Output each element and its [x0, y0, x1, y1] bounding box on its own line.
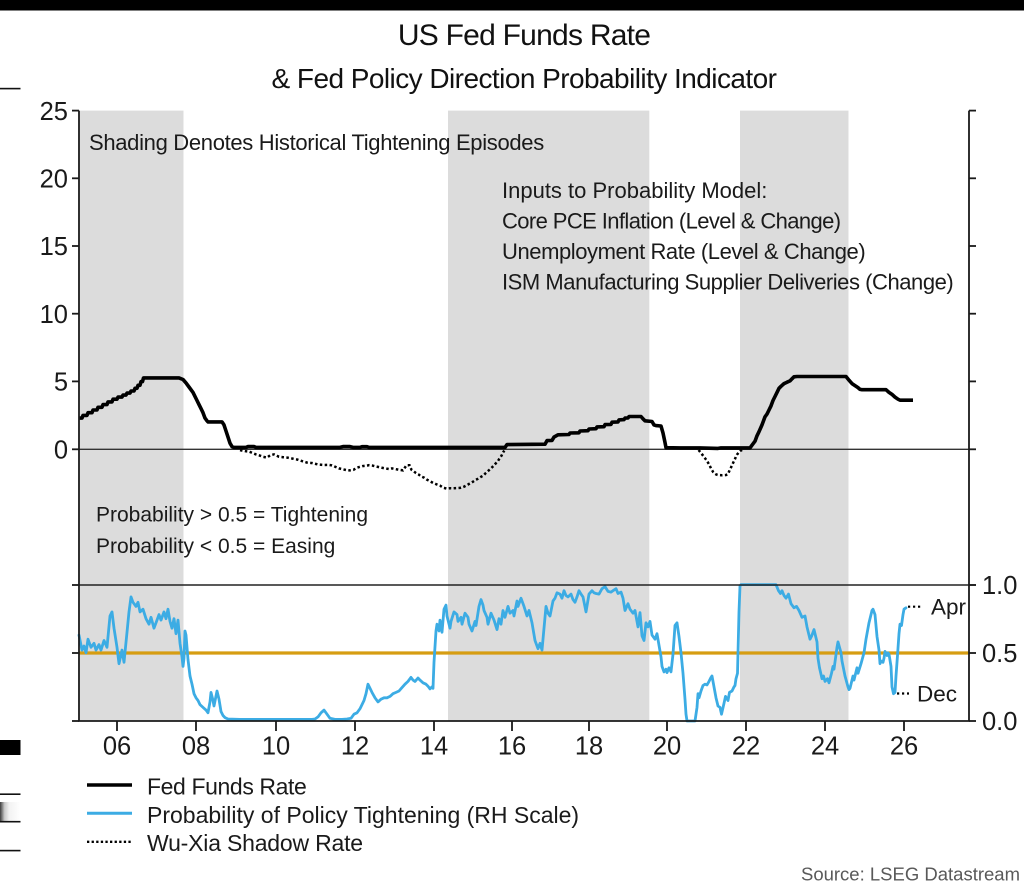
svg-text:US Fed Funds Rate: US Fed Funds Rate: [398, 19, 650, 52]
svg-text:24: 24: [811, 733, 839, 761]
svg-text:5: 5: [54, 369, 68, 397]
svg-text:20: 20: [40, 166, 68, 194]
svg-text:0: 0: [54, 437, 68, 465]
svg-text:06: 06: [103, 733, 131, 761]
svg-text:Fed Funds Rate: Fed Funds Rate: [147, 774, 306, 800]
svg-text:1.0: 1.0: [982, 572, 1017, 600]
svg-text:ISM Manufacturing Supplier Del: ISM Manufacturing Supplier Deliveries (C…: [502, 270, 953, 295]
svg-text:Unemployment Rate (Level & Cha: Unemployment Rate (Level & Change): [502, 239, 865, 264]
svg-text:& Fed Policy Direction Probabi: & Fed Policy Direction Probability Indic…: [272, 63, 777, 94]
svg-text:10: 10: [262, 733, 290, 761]
svg-text:Wu-Xia Shadow Rate: Wu-Xia Shadow Rate: [147, 830, 363, 856]
svg-text:Shading Denotes Historical Tig: Shading Denotes Historical Tightening Ep…: [89, 130, 544, 155]
svg-text:22: 22: [732, 733, 760, 761]
svg-text:26: 26: [890, 733, 918, 761]
svg-text:08: 08: [182, 733, 210, 761]
svg-text:14: 14: [420, 733, 448, 761]
svg-text:15: 15: [40, 233, 68, 261]
svg-text:20: 20: [653, 733, 681, 761]
svg-text:Dec: Dec: [917, 682, 957, 707]
svg-text:16: 16: [498, 733, 526, 761]
svg-text:0.0: 0.0: [982, 708, 1017, 736]
svg-text:Source: LSEG Datastream: Source: LSEG Datastream: [801, 864, 1020, 885]
svg-text:10: 10: [40, 301, 68, 329]
svg-text:12: 12: [341, 733, 369, 761]
svg-text:25: 25: [40, 98, 68, 126]
svg-text:0.5: 0.5: [982, 640, 1017, 668]
svg-text:Inputs to Probability Model:: Inputs to Probability Model:: [502, 178, 767, 203]
svg-text:Probability of Policy Tighteni: Probability of Policy Tightening (RH Sca…: [147, 802, 579, 828]
svg-text:Apr: Apr: [931, 595, 967, 620]
svg-text:18: 18: [575, 733, 603, 761]
svg-text:Core PCE Inflation (Level & Ch: Core PCE Inflation (Level & Change): [502, 209, 841, 234]
svg-text:Probability > 0.5 = Tightening: Probability > 0.5 = Tightening: [96, 504, 368, 527]
svg-text:Probability < 0.5 = Easing: Probability < 0.5 = Easing: [96, 535, 335, 558]
